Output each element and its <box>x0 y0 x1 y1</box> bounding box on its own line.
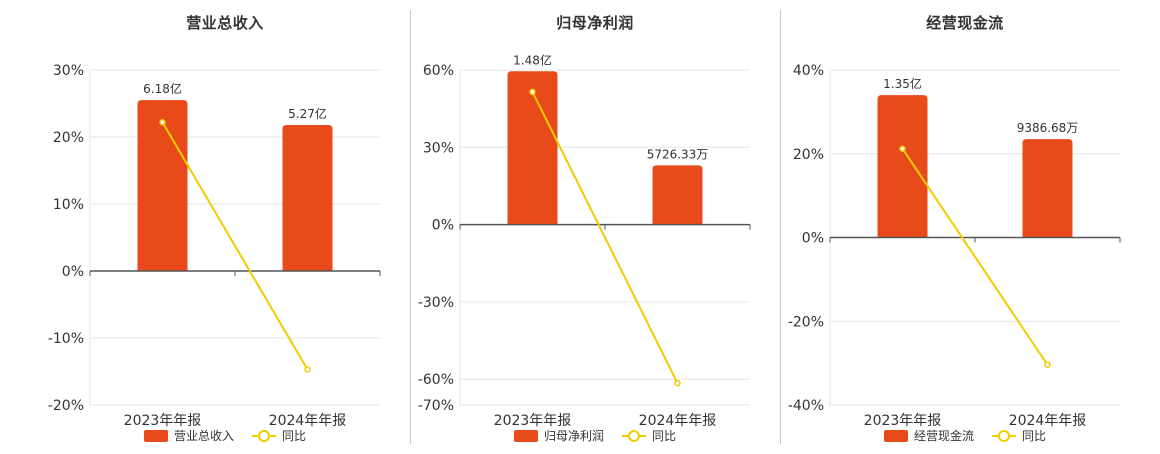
bar <box>282 124 333 271</box>
y-tick-label: -60% <box>418 372 454 388</box>
legend-item-line[interactable]: 同比 <box>252 427 306 444</box>
legend-item-line[interactable]: 同比 <box>992 427 1046 444</box>
yoy-line <box>531 91 679 384</box>
yoy-line <box>901 148 1049 366</box>
legend: 经营现金流 同比 <box>780 427 1150 444</box>
chart-title: 经营现金流 <box>926 14 1004 32</box>
yoy-point <box>304 366 311 373</box>
y-tick-label: 40% <box>793 63 824 79</box>
bar <box>877 95 928 238</box>
chart-panel-cash-flow: 经营现金流 40% 20% 0% -20% -40% 1.35亿 9386.68万 2023年… <box>780 0 1150 450</box>
chart-plot-net-profit: 60% 30% 0% -30% -60% -70% 1.48亿 5726.33万 2023年年报… <box>418 52 751 429</box>
bar <box>652 165 703 225</box>
legend-label: 经营现金流 <box>913 429 974 443</box>
bar <box>507 71 558 225</box>
y-tick-label: 30% <box>53 63 84 79</box>
legend-item-bar[interactable]: 经营现金流 <box>883 427 974 444</box>
y-tick-label: 30% <box>423 140 454 156</box>
y-tick-label: -70% <box>418 398 454 414</box>
legend-item-bar[interactable]: 归母净利润 <box>513 427 604 444</box>
bar <box>1022 139 1073 238</box>
y-tick-label: 0% <box>432 218 454 234</box>
chart-panel-net-profit: 归母净利润 60% 30% 0% -30% -60% -70% 1.48亿 5726.33万 2… <box>410 0 780 450</box>
x-category-label: 2024年年报 <box>269 413 347 429</box>
bar-data-label: 6.18亿 <box>143 81 182 96</box>
y-tick-label: 20% <box>53 130 84 146</box>
y-tick-label: 10% <box>53 197 84 213</box>
legend-label: 同比 <box>282 429 307 443</box>
bar-data-label: 5.27亿 <box>288 106 327 121</box>
y-tick-label: 20% <box>793 147 824 163</box>
yoy-point <box>529 88 536 96</box>
chart-title: 归母净利润 <box>556 14 634 32</box>
y-tick-label: -20% <box>48 398 84 414</box>
bar-data-label: 1.48亿 <box>513 52 552 67</box>
y-tick-label: -20% <box>788 314 824 330</box>
legend-item-line[interactable]: 同比 <box>622 427 676 444</box>
panel-divider <box>780 10 781 444</box>
bar-data-label: 5726.33万 <box>647 147 709 161</box>
x-category-label: 2023年年报 <box>494 413 572 429</box>
yoy-point <box>1044 361 1051 369</box>
legend: 营业总收入 同比 <box>40 427 410 444</box>
bar <box>137 100 188 272</box>
legend-bar-swatch-icon <box>513 429 538 442</box>
x-category-label: 2023年年报 <box>864 413 942 429</box>
legend-line-swatch-icon <box>992 429 1016 442</box>
legend-label: 同比 <box>652 429 677 443</box>
legend: 归母净利润 同比 <box>410 427 780 444</box>
legend-item-bar[interactable]: 营业总收入 <box>143 427 234 444</box>
chart-plot-cash-flow: 40% 20% 0% -20% -40% 1.35亿 9386.68万 2023年年报 2024… <box>788 63 1121 429</box>
y-tick-label: -30% <box>418 295 454 311</box>
y-tick-label: -10% <box>48 331 84 347</box>
legend-bar-swatch-icon <box>883 429 908 442</box>
legend-bar-swatch-icon <box>143 429 168 442</box>
legend-label: 归母净利润 <box>543 429 604 443</box>
legend-label: 同比 <box>1022 429 1047 443</box>
chart-panel-revenue: 营业总收入 30% 20% 10% 0% -10% -20% 6.18亿 5.27亿 2023年… <box>40 0 410 450</box>
y-tick-label: 0% <box>62 264 84 280</box>
panel-divider <box>410 10 411 444</box>
yoy-point <box>674 379 681 387</box>
x-category-label: 2023年年报 <box>124 413 202 429</box>
legend-line-swatch-icon <box>252 429 276 442</box>
legend-line-swatch-icon <box>622 429 646 442</box>
yoy-point <box>159 119 166 126</box>
bar-data-label: 9386.68万 <box>1017 121 1079 135</box>
y-tick-label: 0% <box>802 231 824 247</box>
yoy-line <box>161 121 309 370</box>
y-tick-label: -40% <box>788 398 824 414</box>
chart-title: 营业总收入 <box>186 14 264 32</box>
y-tick-label: 60% <box>423 63 454 79</box>
yoy-point <box>899 145 906 152</box>
bar-data-label: 1.35亿 <box>883 76 922 91</box>
legend-label: 营业总收入 <box>173 429 234 443</box>
chart-plot-revenue: 30% 20% 10% 0% -10% -20% 6.18亿 5.27亿 2023年年报 2024… <box>48 63 381 429</box>
x-category-label: 2024年年报 <box>639 413 717 429</box>
x-category-label: 2024年年报 <box>1009 413 1087 429</box>
